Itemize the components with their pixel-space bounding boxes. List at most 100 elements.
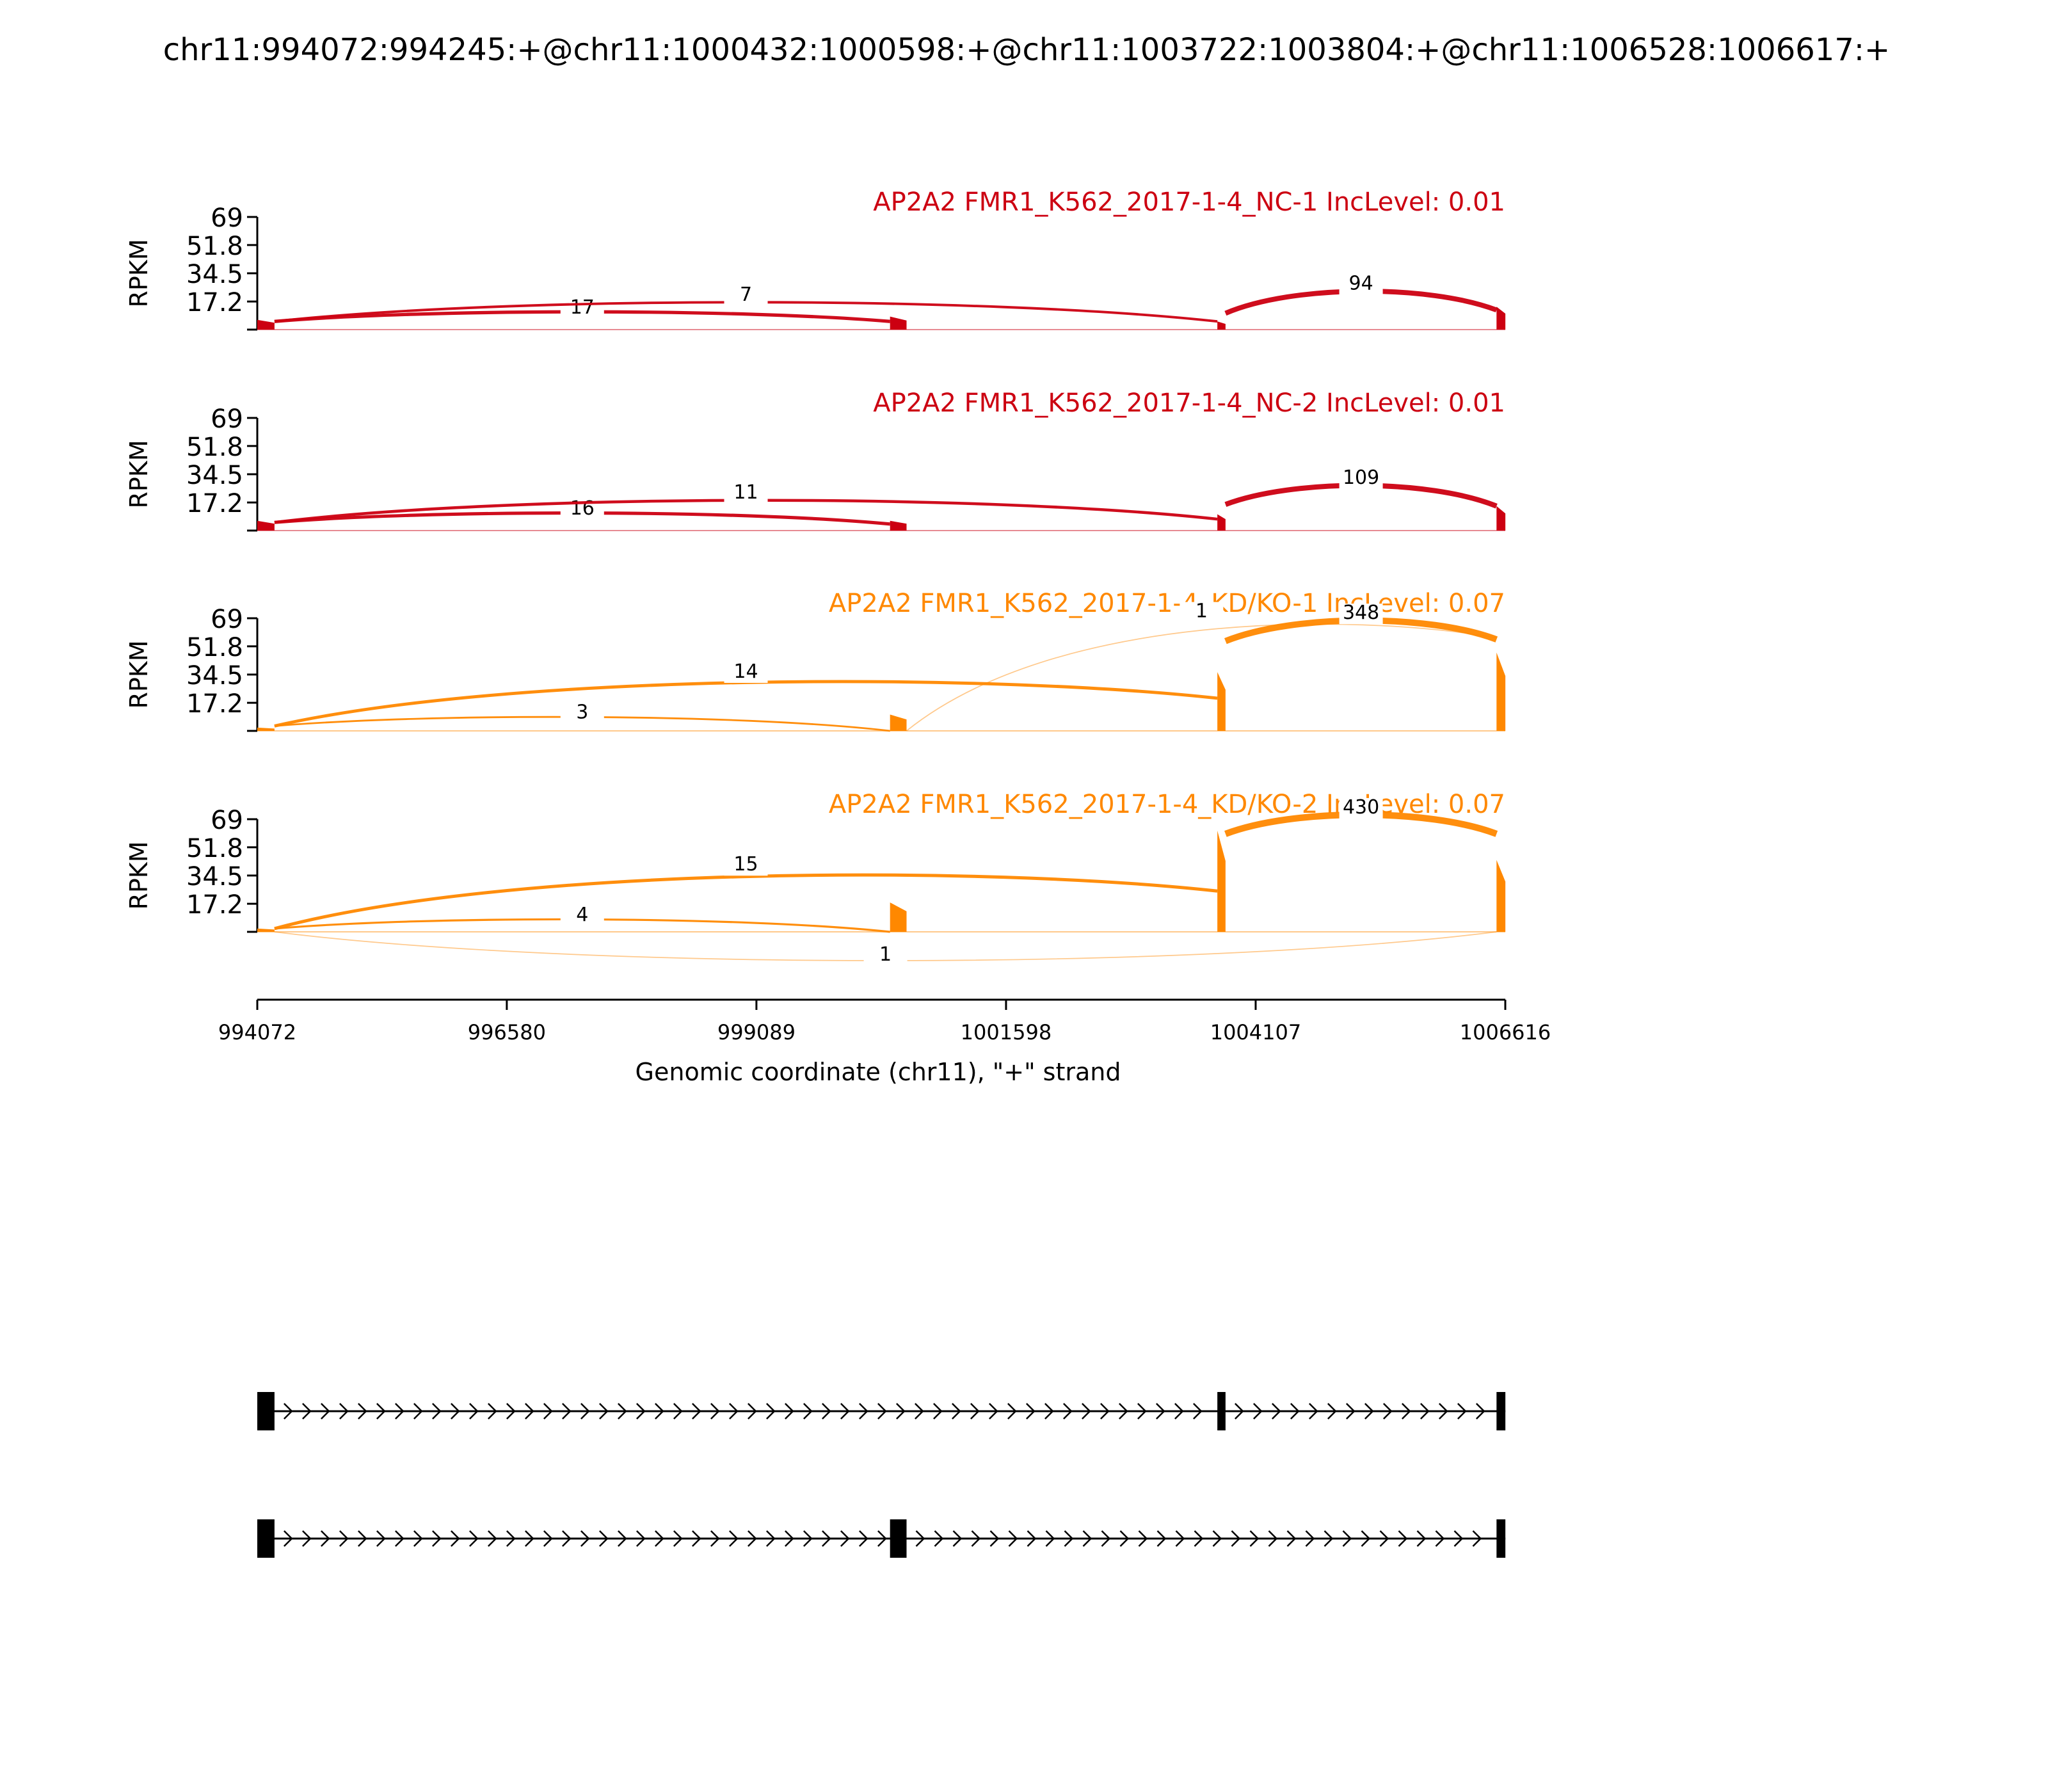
junction-count: 16 bbox=[570, 497, 595, 520]
strand-arrow bbox=[840, 1530, 850, 1547]
strand-arrow bbox=[1119, 1530, 1130, 1547]
strand-arrow bbox=[952, 1403, 961, 1420]
strand-arrow bbox=[989, 1530, 1000, 1547]
exon-coverage bbox=[1217, 672, 1226, 731]
strand-arrow bbox=[358, 1403, 367, 1420]
strand-arrow bbox=[971, 1530, 981, 1547]
strand-arrow bbox=[451, 1530, 460, 1547]
strand-arrow bbox=[1212, 1530, 1222, 1547]
y-axis-label: RPKM bbox=[125, 239, 153, 307]
strand-arrow bbox=[710, 1530, 720, 1547]
strand-arrow bbox=[469, 1530, 479, 1547]
strand-arrow bbox=[1420, 1403, 1430, 1420]
x-tick-label: 1004107 bbox=[1210, 1020, 1302, 1044]
strand-arrow bbox=[1308, 1403, 1318, 1420]
strand-arrow bbox=[673, 1530, 683, 1547]
strand-arrow bbox=[413, 1403, 423, 1420]
junction-count-bg bbox=[724, 285, 768, 307]
track-label: AP2A2 FMR1_K562_2017-1-4_NC-2 IncLevel: … bbox=[873, 388, 1505, 418]
strand-arrow bbox=[1027, 1530, 1037, 1547]
y-tick-label: 34.5 bbox=[186, 862, 243, 892]
strand-arrow bbox=[506, 1403, 516, 1420]
strand-arrow bbox=[525, 1403, 534, 1420]
junction-count: 3 bbox=[576, 701, 588, 723]
strand-arrow bbox=[506, 1530, 516, 1547]
strand-arrow bbox=[358, 1530, 367, 1547]
strand-arrow bbox=[729, 1530, 739, 1547]
strand-arrow bbox=[803, 1530, 813, 1547]
strand-arrow bbox=[822, 1403, 831, 1420]
strand-arrow bbox=[1119, 1403, 1128, 1420]
exon-coverage bbox=[1217, 514, 1226, 531]
exon-block bbox=[1217, 1392, 1226, 1430]
strand-arrow bbox=[1063, 1403, 1073, 1420]
strand-arrow bbox=[1100, 1403, 1110, 1420]
junction-count: 4 bbox=[576, 904, 588, 926]
junction-count-bg bbox=[1339, 468, 1383, 490]
junction-count-bg bbox=[560, 703, 604, 724]
exon-coverage bbox=[1496, 860, 1506, 932]
strand-arrow bbox=[339, 1403, 349, 1420]
strand-arrow bbox=[877, 1403, 887, 1420]
junction-arc bbox=[274, 873, 1218, 931]
junction-count: 11 bbox=[733, 481, 758, 504]
y-tick-label: 69 bbox=[211, 806, 243, 835]
strand-arrow bbox=[859, 1403, 868, 1420]
strand-arrow bbox=[729, 1403, 739, 1420]
strand-arrow bbox=[1082, 1403, 1091, 1420]
strand-arrow bbox=[451, 1403, 460, 1420]
strand-arrow bbox=[1174, 1403, 1184, 1420]
strand-arrow bbox=[1138, 1530, 1148, 1547]
exon-coverage bbox=[890, 316, 907, 330]
isoform-1 bbox=[257, 1392, 1506, 1430]
strand-arrow bbox=[1364, 1403, 1374, 1420]
junction-count-bg bbox=[724, 662, 768, 683]
strand-arrow bbox=[710, 1403, 720, 1420]
exon-coverage bbox=[257, 727, 275, 731]
strand-arrow bbox=[970, 1403, 980, 1420]
track-1: 17.234.551.869 RPKM AP2A2 FMR1_K562_2017-1… bbox=[125, 188, 1506, 331]
strand-arrow bbox=[1286, 1530, 1297, 1547]
strand-arrow bbox=[822, 1530, 831, 1547]
strand-arrow bbox=[1234, 1403, 1244, 1420]
isoform-2 bbox=[257, 1519, 1506, 1558]
track-2: 17.234.551.869 RPKM AP2A2 FMR1_K562_2017-1… bbox=[125, 388, 1506, 532]
strand-arrow bbox=[1305, 1530, 1315, 1547]
y-tick-label: 69 bbox=[211, 404, 243, 434]
strand-arrow bbox=[915, 1403, 924, 1420]
y-tick-label: 69 bbox=[211, 605, 243, 634]
strand-arrow bbox=[432, 1403, 442, 1420]
junction-count: 17 bbox=[570, 296, 595, 319]
y-tick-label: 51.8 bbox=[186, 232, 243, 261]
strand-arrow bbox=[284, 1403, 293, 1420]
strand-arrow bbox=[1271, 1403, 1281, 1420]
junction-count: 7 bbox=[740, 284, 752, 306]
strand-arrow bbox=[580, 1403, 590, 1420]
track-3: 17.234.551.869 RPKM AP2A2 FMR1_K562_2017-1… bbox=[125, 589, 1506, 732]
strand-arrow bbox=[488, 1403, 497, 1420]
strand-arrow bbox=[562, 1530, 572, 1547]
strand-arrow bbox=[915, 1530, 925, 1547]
junction-count-bg bbox=[1180, 602, 1224, 623]
strand-arrow bbox=[1064, 1530, 1074, 1547]
strand-arrow bbox=[562, 1403, 572, 1420]
strand-arrow bbox=[321, 1530, 330, 1547]
strand-arrow bbox=[395, 1530, 404, 1547]
strand-arrow bbox=[543, 1530, 553, 1547]
y-tick-label: 69 bbox=[211, 204, 243, 233]
strand-arrow bbox=[432, 1530, 442, 1547]
strand-arrow bbox=[302, 1530, 312, 1547]
strand-arrow bbox=[488, 1530, 497, 1547]
strand-arrow bbox=[469, 1403, 479, 1420]
y-axis-label: RPKM bbox=[125, 841, 153, 909]
junction-count: 1 bbox=[1196, 600, 1208, 623]
junction-arc bbox=[906, 623, 1497, 732]
strand-arrow bbox=[1156, 1403, 1165, 1420]
strand-arrow bbox=[859, 1530, 868, 1547]
strand-arrow bbox=[748, 1403, 757, 1420]
strand-arrow bbox=[1193, 1403, 1203, 1420]
strand-arrow bbox=[1268, 1530, 1278, 1547]
